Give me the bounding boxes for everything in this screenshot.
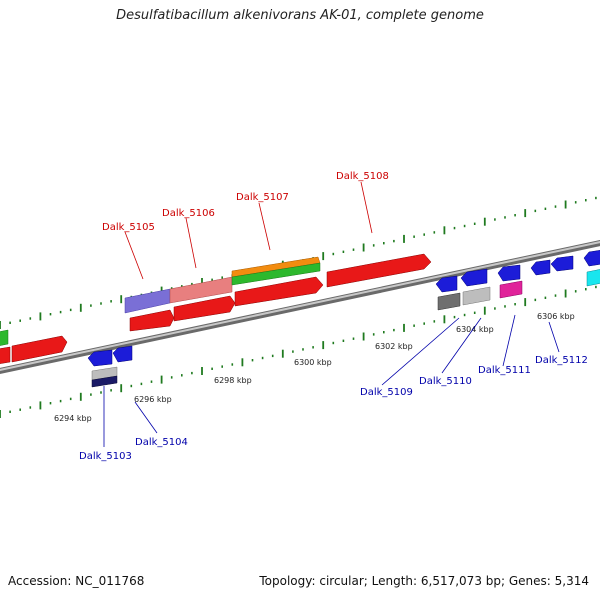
tick-label-6296: 6296 kbp	[134, 395, 172, 404]
gene-arrow	[460, 268, 488, 287]
gene-label-dalk-5107: Dalk_5107	[236, 192, 289, 203]
gene-label-dalk-5111: Dalk_5111	[478, 365, 531, 376]
tick-label-6294: 6294 kbp	[54, 414, 92, 423]
gene-arrow	[550, 255, 574, 272]
gene-arrow	[0, 329, 9, 346]
scale-ticks-upper	[0, 196, 597, 329]
gene-label-dalk-5112: Dalk_5112	[535, 355, 588, 366]
gene-arrow	[112, 345, 133, 363]
gene-label-dalk-5109: Dalk_5109	[360, 387, 413, 398]
gene-arrow	[583, 250, 600, 267]
gene-arrow	[435, 275, 458, 293]
scale-labels: 6294 kbp 6296 kbp 6298 kbp 6300 kbp 6302…	[54, 312, 575, 423]
gene-arrow-5107	[234, 276, 324, 307]
gene-arrow-5105	[129, 309, 175, 332]
gene-block-pink	[169, 276, 233, 304]
gene-arrow	[11, 335, 68, 363]
gene-block-dark-grey	[437, 292, 461, 311]
label-leader-lines	[103, 181, 560, 447]
genome-backbone	[0, 239, 600, 375]
genome-summary-text: Topology: circular; Length: 6,517,073 bp…	[259, 574, 589, 588]
gene-block-purple	[124, 288, 171, 314]
gene-arrow	[497, 264, 521, 282]
gene-label-dalk-5110: Dalk_5110	[419, 376, 472, 387]
map-title: Desulfatibacillum alkenivorans AK-01, co…	[116, 8, 484, 23]
gene-label-dalk-5105: Dalk_5105	[102, 222, 155, 233]
gene-arrow-5106	[173, 295, 236, 322]
scale-ticks-lower	[0, 285, 597, 418]
tick-label-6300: 6300 kbp	[294, 358, 332, 367]
forward-genes	[0, 253, 432, 364]
gene-labels: Dalk_5105 Dalk_5106 Dalk_5107 Dalk_5108 …	[79, 171, 588, 462]
gene-arrow	[87, 349, 113, 367]
tick-label-6306: 6306 kbp	[537, 312, 575, 321]
gene-label-dalk-5103: Dalk_5103	[79, 451, 132, 462]
gene-block-green	[231, 262, 321, 286]
gene-arrow	[0, 346, 11, 364]
gene-label-dalk-5106: Dalk_5106	[162, 208, 215, 219]
tick-label-6304: 6304 kbp	[456, 325, 494, 334]
gene-label-dalk-5104: Dalk_5104	[135, 437, 188, 448]
gene-block-cyan	[586, 269, 600, 287]
gene-label-dalk-5108: Dalk_5108	[336, 171, 389, 182]
gene-block-navy	[91, 375, 118, 388]
tick-label-6298: 6298 kbp	[214, 376, 252, 385]
accession-text: Accession: NC_011768	[8, 574, 145, 588]
gene-arrow	[530, 259, 551, 276]
gene-arrow-5108	[326, 253, 432, 288]
gene-block-magenta	[499, 280, 523, 299]
gene-block-grey	[462, 286, 491, 306]
tick-label-6302: 6302 kbp	[375, 342, 413, 351]
reverse-genes	[87, 250, 600, 388]
